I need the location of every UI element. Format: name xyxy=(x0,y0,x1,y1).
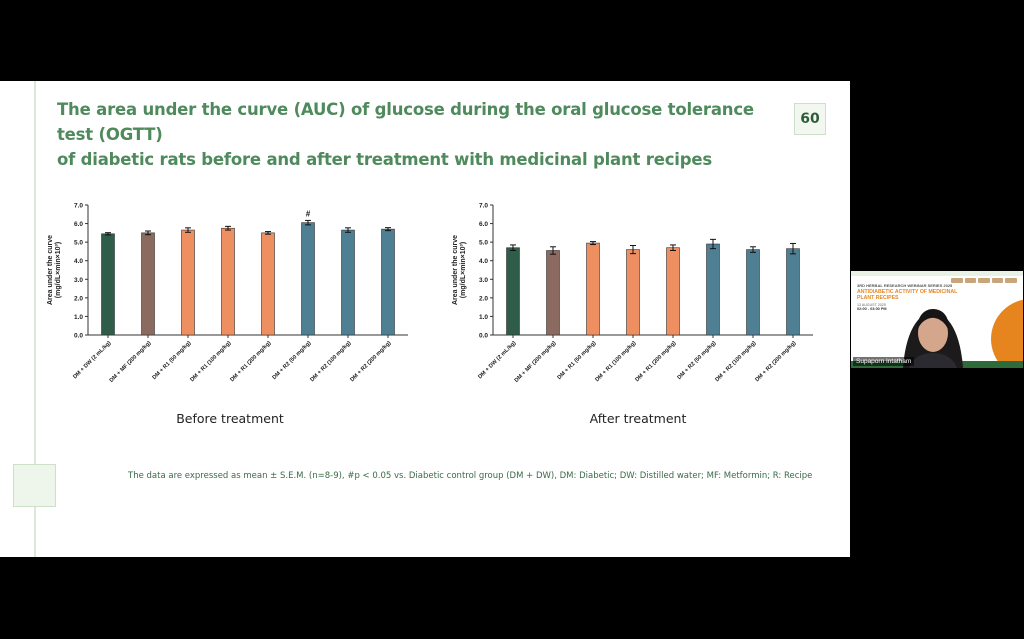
video-slide-date: 13 AUGUST 2025 xyxy=(857,303,886,307)
page-number-badge: 60 xyxy=(794,103,826,135)
x-tick-label: DM + R2 (200 mg/kg) xyxy=(349,340,392,383)
y-tick-label: 7.0 xyxy=(479,203,488,210)
x-tick-label: DM + R2 (50 mg/kg) xyxy=(272,340,313,381)
bar xyxy=(381,228,395,336)
x-tick-label: DM + R1 (50 mg/kg) xyxy=(557,340,598,381)
y-tick-label: 1.0 xyxy=(74,314,83,321)
x-tick-label: DM + DW (2 mL/kg) xyxy=(72,340,112,380)
video-slide-series: 3RD HERBAL RESEARCH WEBINAR SERIES 2025 xyxy=(857,283,953,288)
bar xyxy=(546,250,560,336)
bar xyxy=(101,233,115,336)
x-tick-label: DM + R1 (100 mg/kg) xyxy=(189,340,232,383)
y-tick-label: 5.0 xyxy=(479,240,488,247)
bar xyxy=(301,222,315,336)
chart-caption-before: Before treatment xyxy=(176,411,284,426)
y-tick-label: 2.0 xyxy=(74,295,83,302)
x-tick-label: DM + MF (200 mg/kg) xyxy=(109,340,153,384)
participant-video-tile[interactable]: 3RD HERBAL RESEARCH WEBINAR SERIES 2025 … xyxy=(851,271,1023,368)
y-axis-label: Area under the curve xyxy=(452,235,459,305)
video-slide-logos xyxy=(951,278,1017,283)
x-tick-label: DM + R1 (50 mg/kg) xyxy=(152,340,193,381)
y-tick-label: 0.0 xyxy=(479,333,488,340)
bar xyxy=(141,232,155,336)
video-slide-title: ANTIDIABETIC ACTIVITY OF MEDICINAL PLANT… xyxy=(857,289,958,301)
video-slide-time: 02:00 - 03:00 PM xyxy=(857,307,887,311)
y-axis-label: (mg/dL×min×10³) xyxy=(460,242,467,298)
y-tick-label: 6.0 xyxy=(74,221,83,228)
significance-mark: # xyxy=(306,209,311,218)
chart-after-treatment: 0.0 1.0 2.0 3.0 4.0 5.0 6.0 7.0 Area under the c… xyxy=(452,203,813,384)
x-tick-label: DM + DW (2 mL/kg) xyxy=(477,340,517,380)
video-decor-circle xyxy=(991,299,1023,368)
bar xyxy=(221,227,235,336)
x-tick-label: DM + MF (200 mg/kg) xyxy=(514,340,558,384)
chart-caption-after: After treatment xyxy=(589,411,687,426)
y-tick-label: 7.0 xyxy=(74,203,83,210)
x-tick-label: DM + R1 (200 mg/kg) xyxy=(634,340,677,383)
x-tick-label: DM + R2 (100 mg/kg) xyxy=(714,340,757,383)
y-tick-label: 3.0 xyxy=(479,277,488,284)
participant-name-label: Supaporn Intatham xyxy=(853,357,915,366)
video-slide-header-bar xyxy=(851,271,1023,276)
bar xyxy=(341,229,355,336)
bar xyxy=(666,247,680,336)
y-tick-label: 6.0 xyxy=(479,221,488,228)
y-tick-label: 2.0 xyxy=(479,295,488,302)
bar xyxy=(786,248,800,336)
x-tick-label: DM + R2 (50 mg/kg) xyxy=(677,340,718,381)
bar xyxy=(181,229,195,336)
y-axis-label: Area under the curve xyxy=(47,235,54,305)
y-tick-label: 1.0 xyxy=(479,314,488,321)
y-tick-label: 3.0 xyxy=(74,277,83,284)
bar xyxy=(626,249,640,336)
y-tick-label: 4.0 xyxy=(479,258,488,265)
y-tick-label: 5.0 xyxy=(74,240,83,247)
bar xyxy=(586,242,600,336)
participant-avatar xyxy=(903,309,963,368)
x-tick-label: DM + R2 (200 mg/kg) xyxy=(754,340,797,383)
x-tick-label: DM + R2 (100 mg/kg) xyxy=(309,340,352,383)
chart-before-treatment: 0.0 1.0 2.0 3.0 4.0 5.0 6.0 7.0 Area under the c… xyxy=(47,203,408,384)
bar xyxy=(746,249,760,336)
y-tick-label: 0.0 xyxy=(74,333,83,340)
presentation-slide: The area under the curve (AUC) of glucos… xyxy=(0,81,850,557)
y-tick-label: 4.0 xyxy=(74,258,83,265)
bar xyxy=(506,247,520,336)
x-tick-label: DM + R1 (200 mg/kg) xyxy=(229,340,272,383)
slide-footnote: The data are expressed as mean ± S.E.M. … xyxy=(128,471,813,481)
slide-accent-line xyxy=(34,81,36,557)
bar xyxy=(261,232,275,336)
x-tick-label: DM + R1 (100 mg/kg) xyxy=(594,340,637,383)
bar xyxy=(706,243,720,336)
slide-decoration-square xyxy=(13,464,56,507)
slide-title: The area under the curve (AUC) of glucos… xyxy=(57,100,754,169)
y-axis-label: (mg/dL×min×10³) xyxy=(55,242,62,298)
